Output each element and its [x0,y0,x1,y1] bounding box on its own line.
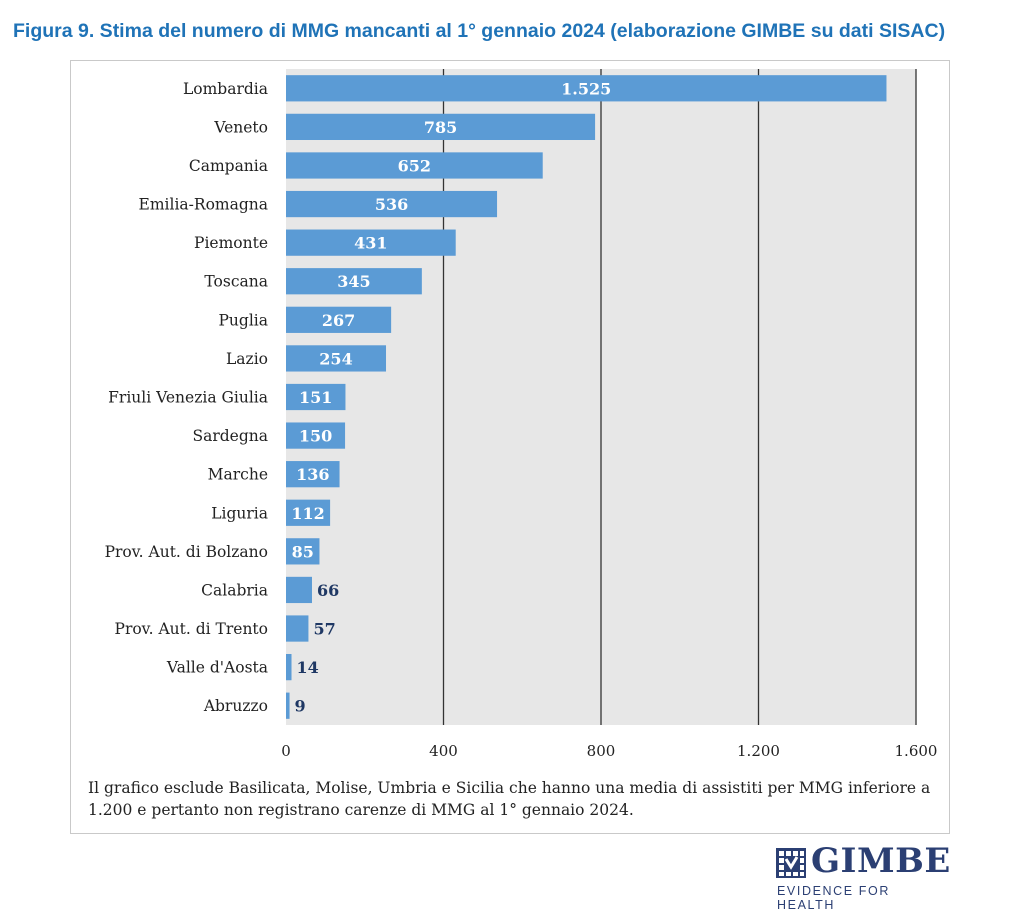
chart-frame: 0 400 800 1.200 1.600 Lombardia 1.525 Veneto 785… [70,60,950,834]
category-label: Abruzzo [203,697,268,715]
x-tick-label: 1.600 [895,742,938,760]
category-label: Prov. Aut. di Bolzano [105,543,268,561]
category-label: Marche [208,466,268,484]
bar [286,653,292,681]
category-label: Sardegna [192,427,268,445]
data-label: 1.525 [561,79,611,98]
bar [286,538,320,565]
data-label: 150 [299,427,332,446]
figure-title: Figura 9. Stima del numero di MMG mancan… [13,20,946,42]
x-tick-label: 800 [587,742,616,760]
x-tick-label: 0 [281,742,291,760]
category-label: Valle d'Aosta [166,659,268,677]
data-label: 267 [322,311,355,330]
data-label: 345 [337,272,370,291]
bar [286,692,290,719]
gimbe-logo-mark-icon [776,848,806,878]
bar-chart: 0 400 800 1.200 1.600 Lombardia 1.525 Veneto 785… [105,69,938,760]
data-label: 536 [375,195,408,214]
data-label: 431 [354,234,387,253]
data-label: 66 [317,581,339,600]
bar [286,190,498,218]
data-label: 57 [313,620,335,639]
category-label: Lombardia [183,80,268,98]
bar [286,113,596,141]
data-label: 112 [291,504,324,523]
category-label: Toscana [204,273,268,291]
x-tick-label: 400 [429,742,458,760]
bar [286,229,456,256]
category-label: Lazio [226,350,268,368]
category-label: Campania [189,157,268,175]
data-label: 14 [297,658,319,677]
bar [286,499,331,526]
bar [286,75,887,102]
bar [286,576,312,604]
bar [286,615,309,642]
category-label: Prov. Aut. di Trento [115,620,268,638]
bar [286,422,346,449]
category-label: Calabria [201,581,268,599]
bar [286,383,346,411]
data-label: 136 [296,465,329,484]
x-tick-label: 1.200 [737,742,780,760]
data-label: 9 [295,697,306,716]
bar [286,268,422,295]
data-label: 652 [398,156,431,175]
data-label: 254 [319,349,352,368]
gimbe-logo: GIMBE EVIDENCE FOR HEALTH [776,841,950,912]
bar [286,152,543,179]
category-label: Veneto [213,118,268,136]
category-label: Friuli Venezia Giulia [108,389,268,407]
category-label: Liguria [211,504,268,522]
data-label: 85 [292,542,314,561]
category-label: Emilia-Romagna [139,196,268,214]
bar [286,345,387,372]
logo-name: GIMBE [811,841,951,881]
bar [286,461,340,488]
data-label: 785 [424,118,457,137]
category-label: Puglia [219,311,269,329]
bar [286,306,392,333]
category-label: Piemonte [194,234,268,252]
chart-footnote: Il grafico esclude Basilicata, Molise, U… [88,779,931,819]
logo-tagline: EVIDENCE FOR HEALTH [777,884,890,912]
data-label: 151 [299,388,332,407]
